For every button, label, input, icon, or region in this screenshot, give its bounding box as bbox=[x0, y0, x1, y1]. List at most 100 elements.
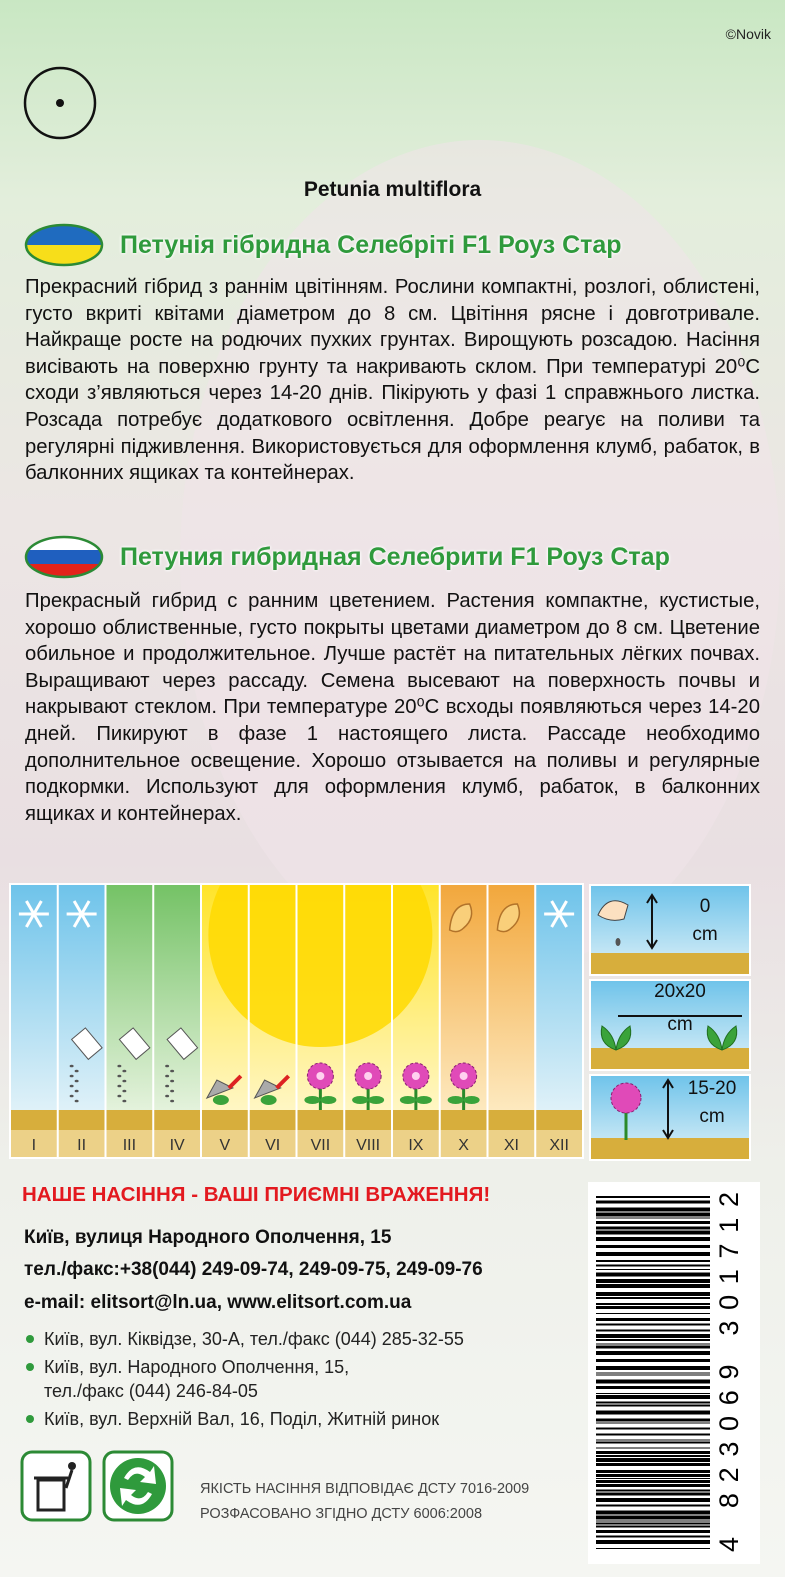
shop-address: Київ, вул. Верхній Вал, 16, Поділ, Житні… bbox=[44, 1409, 440, 1429]
seed bbox=[69, 1084, 74, 1088]
seedling-icon bbox=[253, 1074, 291, 1105]
month-label: XI bbox=[504, 1137, 519, 1154]
bar bbox=[596, 1480, 710, 1483]
month-label: IX bbox=[408, 1137, 423, 1154]
snowflake-ray bbox=[550, 900, 568, 928]
bar bbox=[596, 1410, 710, 1415]
seed-packet-icon bbox=[69, 1027, 103, 1103]
arrowhead bbox=[646, 939, 658, 950]
bar bbox=[596, 1458, 710, 1462]
bar bbox=[596, 1525, 710, 1528]
bar bbox=[596, 1351, 710, 1355]
flag-ua bbox=[24, 223, 104, 267]
section-text: Прекрасный гибрид с ранним цветением. Ра… bbox=[25, 590, 760, 825]
seed bbox=[117, 1094, 122, 1098]
month-label: V bbox=[220, 1137, 231, 1154]
seed bbox=[122, 1089, 127, 1093]
month-label: III bbox=[123, 1137, 136, 1154]
seed bbox=[69, 1064, 74, 1068]
barcode-digits: 4 823069 301712 bbox=[714, 1192, 744, 1552]
sprout bbox=[706, 1025, 738, 1051]
latin-name: Petunia multiflora bbox=[303, 178, 482, 201]
sowing-calendar: I II III IV V VI VII VIII IX X XI XII bbox=[9, 883, 584, 1159]
packet bbox=[70, 1027, 103, 1061]
bar bbox=[596, 1230, 710, 1235]
seed bbox=[170, 1099, 175, 1103]
leaf bbox=[352, 1096, 369, 1104]
bar bbox=[596, 1260, 710, 1262]
month-label: VII bbox=[311, 1137, 331, 1154]
bar bbox=[596, 1284, 710, 1288]
bar bbox=[596, 1297, 710, 1299]
bar bbox=[596, 1498, 710, 1502]
bar bbox=[596, 1272, 710, 1277]
shop-address: Київ, вул. Народного Ополчення, 15, bbox=[44, 1357, 350, 1377]
bar bbox=[596, 1217, 710, 1219]
seed bbox=[170, 1079, 175, 1083]
quality-note: РОЗФАСОВАНО ЗГІДНО ДСТУ 6006:2008 bbox=[200, 1506, 483, 1522]
section-text: Прекрасний гібрид з раннім цвітінням. Ро… bbox=[25, 276, 760, 485]
bar bbox=[596, 1441, 710, 1444]
bin-icon bbox=[20, 1450, 92, 1522]
bar bbox=[596, 1395, 710, 1399]
bloom-center bbox=[459, 1072, 468, 1080]
seed bbox=[74, 1099, 79, 1103]
seedling-icon bbox=[205, 1074, 243, 1105]
address: Київ, вулиця Народного Ополчення, 15 bbox=[24, 1227, 392, 1248]
seed-packet-icon bbox=[117, 1027, 151, 1103]
bar bbox=[596, 1478, 710, 1479]
bar bbox=[596, 1252, 710, 1256]
leaf bbox=[463, 1096, 480, 1104]
bullet bbox=[26, 1335, 34, 1343]
seed bbox=[117, 1084, 122, 1088]
bar bbox=[596, 1207, 710, 1212]
bar bbox=[596, 1226, 710, 1230]
shop-address: тел./факс (044) 246-84-05 bbox=[44, 1381, 258, 1401]
bar bbox=[596, 1323, 710, 1326]
month-column bbox=[10, 884, 58, 1110]
bar bbox=[596, 1200, 710, 1204]
spacing-label: cm bbox=[667, 1014, 692, 1035]
leaf bbox=[415, 1096, 432, 1104]
bar bbox=[596, 1401, 710, 1404]
bullet bbox=[26, 1363, 34, 1371]
bar bbox=[596, 1451, 710, 1454]
leaf bbox=[212, 1095, 229, 1105]
hand-icon bbox=[597, 900, 629, 921]
autumn-leaf-icon bbox=[448, 903, 473, 933]
bar bbox=[596, 1237, 710, 1241]
seed bbox=[69, 1074, 74, 1078]
seed bbox=[165, 1064, 170, 1068]
bar bbox=[596, 1548, 710, 1549]
bar bbox=[596, 1463, 710, 1466]
packet bbox=[166, 1027, 199, 1061]
recycle-icon bbox=[102, 1450, 174, 1522]
bar bbox=[596, 1329, 710, 1332]
leaf bbox=[368, 1096, 385, 1104]
leaf bbox=[320, 1096, 337, 1104]
bar bbox=[596, 1372, 710, 1374]
bloom-center bbox=[411, 1072, 420, 1080]
leaf bbox=[260, 1095, 277, 1105]
bar bbox=[596, 1530, 710, 1533]
trowel-handle bbox=[275, 1074, 291, 1090]
bloom bbox=[610, 1082, 642, 1114]
seed bbox=[74, 1069, 79, 1073]
spacing-label: 0 bbox=[700, 896, 711, 917]
bar bbox=[596, 1447, 710, 1449]
slogan: НАШЕ НАСІННЯ - ВАШІ ПРИЄМНІ ВРАЖЕННЯ! bbox=[22, 1183, 491, 1206]
section-title: Петунія гібридна Селебріті F1 Роуз Стар bbox=[120, 231, 622, 259]
bar bbox=[596, 1474, 710, 1477]
bar bbox=[596, 1212, 710, 1217]
bloom-center bbox=[364, 1072, 373, 1080]
snowflake-icon bbox=[66, 900, 97, 928]
scheme-soil bbox=[591, 1048, 749, 1069]
seed bbox=[74, 1079, 79, 1083]
bar bbox=[596, 1221, 710, 1224]
seed bbox=[615, 938, 621, 946]
arrowhead bbox=[662, 1078, 674, 1089]
sun-symbol bbox=[23, 66, 97, 140]
seed-packet-icon bbox=[165, 1027, 199, 1103]
